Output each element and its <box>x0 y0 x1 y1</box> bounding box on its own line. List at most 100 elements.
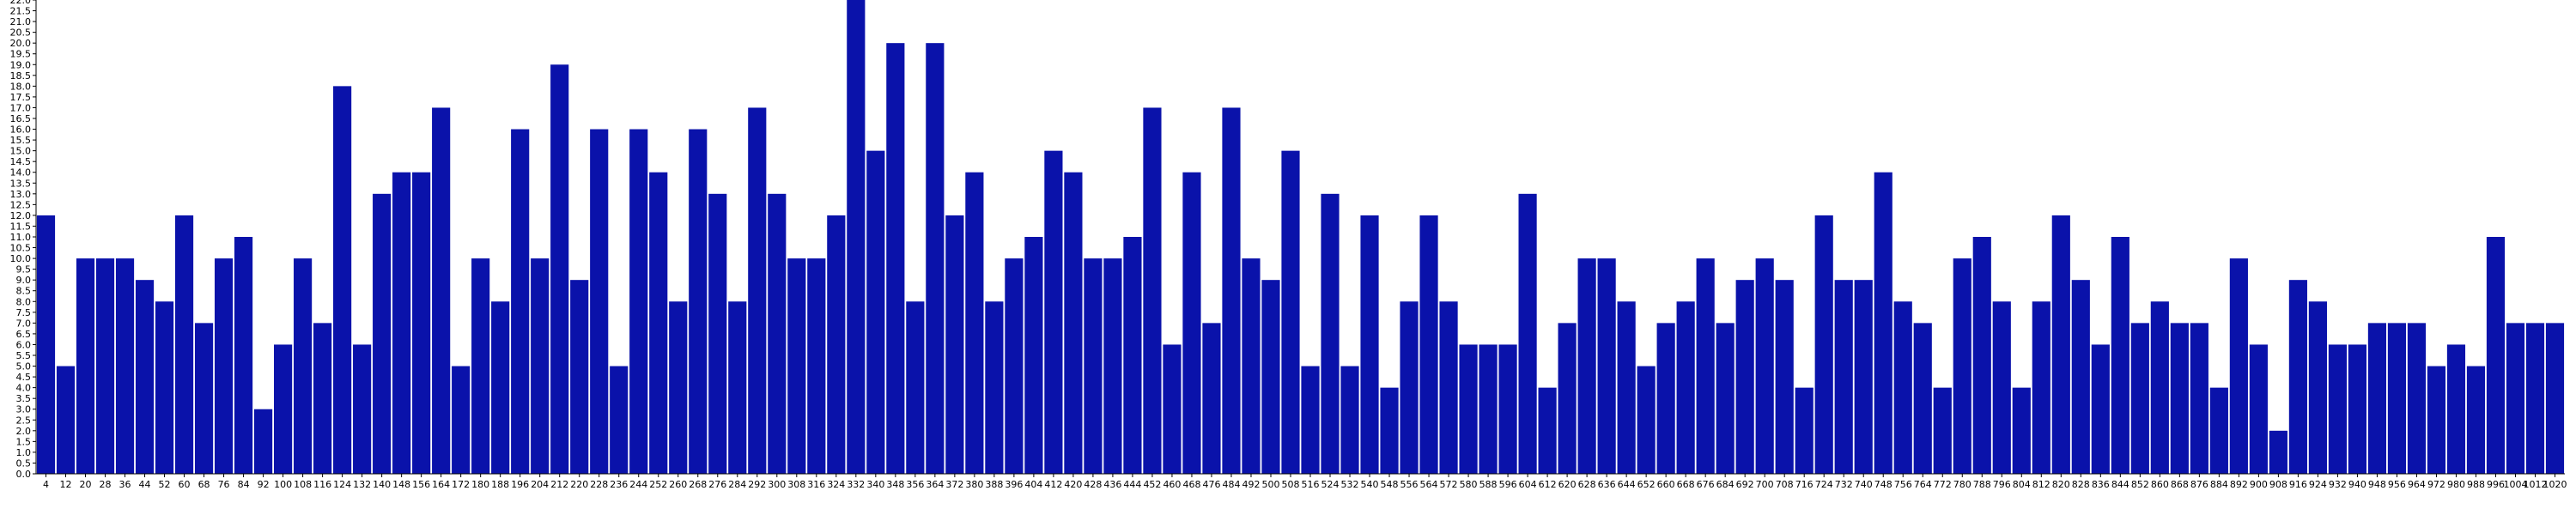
bar <box>2506 323 2525 474</box>
bar <box>1123 237 1142 474</box>
x-tick-label: 436 <box>1103 479 1121 490</box>
bar <box>2545 323 2565 474</box>
x-tick-label: 828 <box>2072 479 2090 490</box>
x-tick-label: 956 <box>2388 479 2406 490</box>
bar <box>353 344 372 474</box>
x-tick-label: 236 <box>610 479 628 490</box>
y-tick-label: 0.0 <box>16 469 32 480</box>
x-tick-label: 356 <box>906 479 924 490</box>
bar <box>1360 215 1379 474</box>
bar <box>313 323 332 474</box>
x-tick-label: 796 <box>1993 479 2011 490</box>
y-tick-label: 5.0 <box>16 361 32 373</box>
x-tick-label: 260 <box>669 479 687 490</box>
x-tick-label: 916 <box>2289 479 2307 490</box>
x-tick-label: 660 <box>1657 479 1675 490</box>
x-tick-label: 196 <box>511 479 529 490</box>
bar <box>1814 215 1833 474</box>
x-tick-label: 924 <box>2309 479 2327 490</box>
bar <box>2229 258 2248 474</box>
x-tick-label: 692 <box>1736 479 1754 490</box>
x-tick-label: 884 <box>2210 479 2228 490</box>
bar <box>629 129 648 474</box>
x-tick-label: 852 <box>2131 479 2149 490</box>
bar <box>1874 172 1893 474</box>
bar <box>491 301 510 474</box>
bar <box>847 0 866 474</box>
x-tick-label: 708 <box>1776 479 1794 490</box>
bar <box>570 280 589 474</box>
bar <box>274 344 293 474</box>
x-tick-label: 980 <box>2447 479 2465 490</box>
x-tick-label: 548 <box>1381 479 1399 490</box>
bar <box>1755 258 1774 474</box>
bar <box>1005 258 1024 474</box>
bar <box>2446 344 2466 474</box>
y-tick-label: 19.0 <box>10 59 32 70</box>
bar <box>2170 323 2189 474</box>
y-tick-label: 2.0 <box>16 426 32 437</box>
x-tick-label: 388 <box>985 479 1003 490</box>
bar <box>1419 215 1438 474</box>
bar <box>1242 258 1261 474</box>
bar <box>866 150 885 475</box>
x-tick-label: 844 <box>2111 479 2129 490</box>
bar <box>1281 150 1300 475</box>
bar <box>471 258 490 474</box>
bar <box>1084 258 1103 474</box>
x-tick-label: 468 <box>1182 479 1200 490</box>
bar <box>531 258 550 474</box>
y-tick-label: 12.5 <box>10 199 32 210</box>
x-tick-label: 396 <box>1005 479 1023 490</box>
y-tick-label: 2.5 <box>16 415 32 426</box>
y-tick-label: 7.0 <box>16 318 32 329</box>
y-tick-label: 14.5 <box>10 156 32 167</box>
y-tick-label: 1.5 <box>16 436 32 447</box>
x-tick-label: 84 <box>238 479 250 490</box>
y-tick-label: 16.0 <box>10 124 32 136</box>
x-tick-label: 164 <box>432 479 450 490</box>
x-tick-label: 420 <box>1064 479 1082 490</box>
y-axis: 0.00.51.01.52.02.53.03.54.04.55.05.56.06… <box>10 0 37 480</box>
x-tick-label: 788 <box>1973 479 1991 490</box>
bar <box>1163 344 1182 474</box>
x-tick-label: 188 <box>491 479 509 490</box>
bar <box>155 301 174 474</box>
x-tick-label: 276 <box>708 479 726 490</box>
bar <box>2348 344 2367 474</box>
x-tick-label: 652 <box>1637 479 1656 490</box>
x-tick-label: 780 <box>1953 479 1971 490</box>
bar <box>1321 193 1340 474</box>
x-tick-label: 212 <box>550 479 568 490</box>
bar <box>1933 387 1952 474</box>
bar <box>1577 258 1596 474</box>
bar <box>373 193 392 474</box>
bar <box>36 215 56 474</box>
x-tick-label: 452 <box>1143 479 1161 490</box>
x-tick-label: 100 <box>274 479 292 490</box>
x-tick-label: 748 <box>1874 479 1893 490</box>
x-tick-label: 292 <box>748 479 766 490</box>
bar <box>2032 301 2050 474</box>
x-tick-label: 180 <box>471 479 489 490</box>
x-tick-label: 764 <box>1914 479 1932 490</box>
bar <box>2071 280 2090 474</box>
bar <box>926 43 945 474</box>
x-tick-label: 508 <box>1281 479 1299 490</box>
bar <box>234 237 253 474</box>
x-tick-label: 932 <box>2329 479 2347 490</box>
x-tick-label: 444 <box>1123 479 1141 490</box>
x-tick-label: 204 <box>531 479 549 490</box>
y-tick-label: 4.0 <box>16 383 32 394</box>
bar <box>1222 107 1241 475</box>
bar <box>1024 237 1043 474</box>
x-tick-label: 964 <box>2408 479 2426 490</box>
x-tick-label: 556 <box>1400 479 1419 490</box>
x-tick-label: 948 <box>2368 479 2386 490</box>
x-tick-label: 116 <box>313 479 331 490</box>
bar <box>2486 237 2506 474</box>
x-tick-label: 636 <box>1598 479 1616 490</box>
y-tick-label: 1.0 <box>16 447 32 458</box>
x-tick-label: 756 <box>1894 479 1912 490</box>
x-tick-label: 1020 <box>2543 479 2567 490</box>
